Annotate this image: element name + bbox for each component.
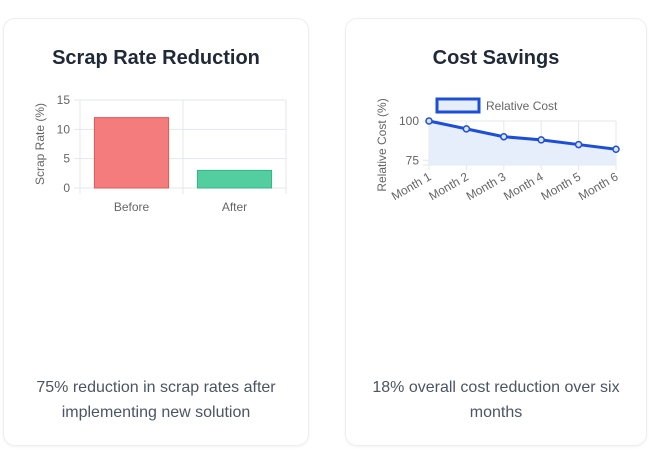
line-x-tick-label: Month 6: [576, 169, 621, 203]
scrap-rate-title: Scrap Rate Reduction: [52, 47, 260, 69]
relative-cost-point: [500, 132, 508, 141]
scrap-rate-description: 75% reduction in scrap rates after imple…: [36, 379, 276, 421]
relative-cost-point: [612, 145, 620, 154]
bar-before: [93, 117, 170, 189]
bar-y-axis-label: Scrap Rate (%): [33, 103, 47, 185]
cost-savings-description: 18% overall cost reduction over six mont…: [372, 379, 620, 421]
relative-cost-point: [462, 125, 471, 133]
relative-cost-point: [574, 140, 583, 149]
line-y-tick-label: 75: [406, 153, 420, 167]
scrap-rate-card: Scrap Rate Reduction 75% reduction in sc…: [3, 18, 309, 446]
line-x-tick-label: Month 3: [464, 169, 509, 203]
relative-cost-point: [425, 117, 433, 125]
legend-swatch-relative-cost: [435, 97, 481, 114]
bar-y-tick-label: 10: [57, 122, 71, 136]
bar-x-tick-label: Before: [114, 200, 150, 214]
line-x-tick-label: Month 2: [426, 169, 471, 203]
cost-savings-card: Cost Savings 18% overall cost reduction …: [345, 18, 647, 446]
bar-y-tick-label: 0: [63, 181, 70, 195]
relative-cost-point: [537, 136, 545, 144]
bar-x-tick-label: After: [222, 200, 247, 214]
bar-y-tick-label: 5: [63, 152, 70, 166]
cost-savings-title: Cost Savings: [432, 47, 560, 69]
line-x-tick-label: Month 5: [539, 169, 584, 203]
bar-after: [196, 169, 273, 189]
legend-label-relative-cost: Relative Cost: [486, 99, 558, 113]
line-y-axis-label: Relative Cost (%): [375, 98, 389, 191]
line-x-tick-label: Month 4: [501, 169, 546, 203]
relative-cost-line: [428, 119, 617, 151]
line-y-tick-label: 100: [399, 114, 419, 128]
line-x-tick-label: Month 1: [389, 169, 434, 203]
bar-y-tick-label: 15: [57, 93, 71, 107]
